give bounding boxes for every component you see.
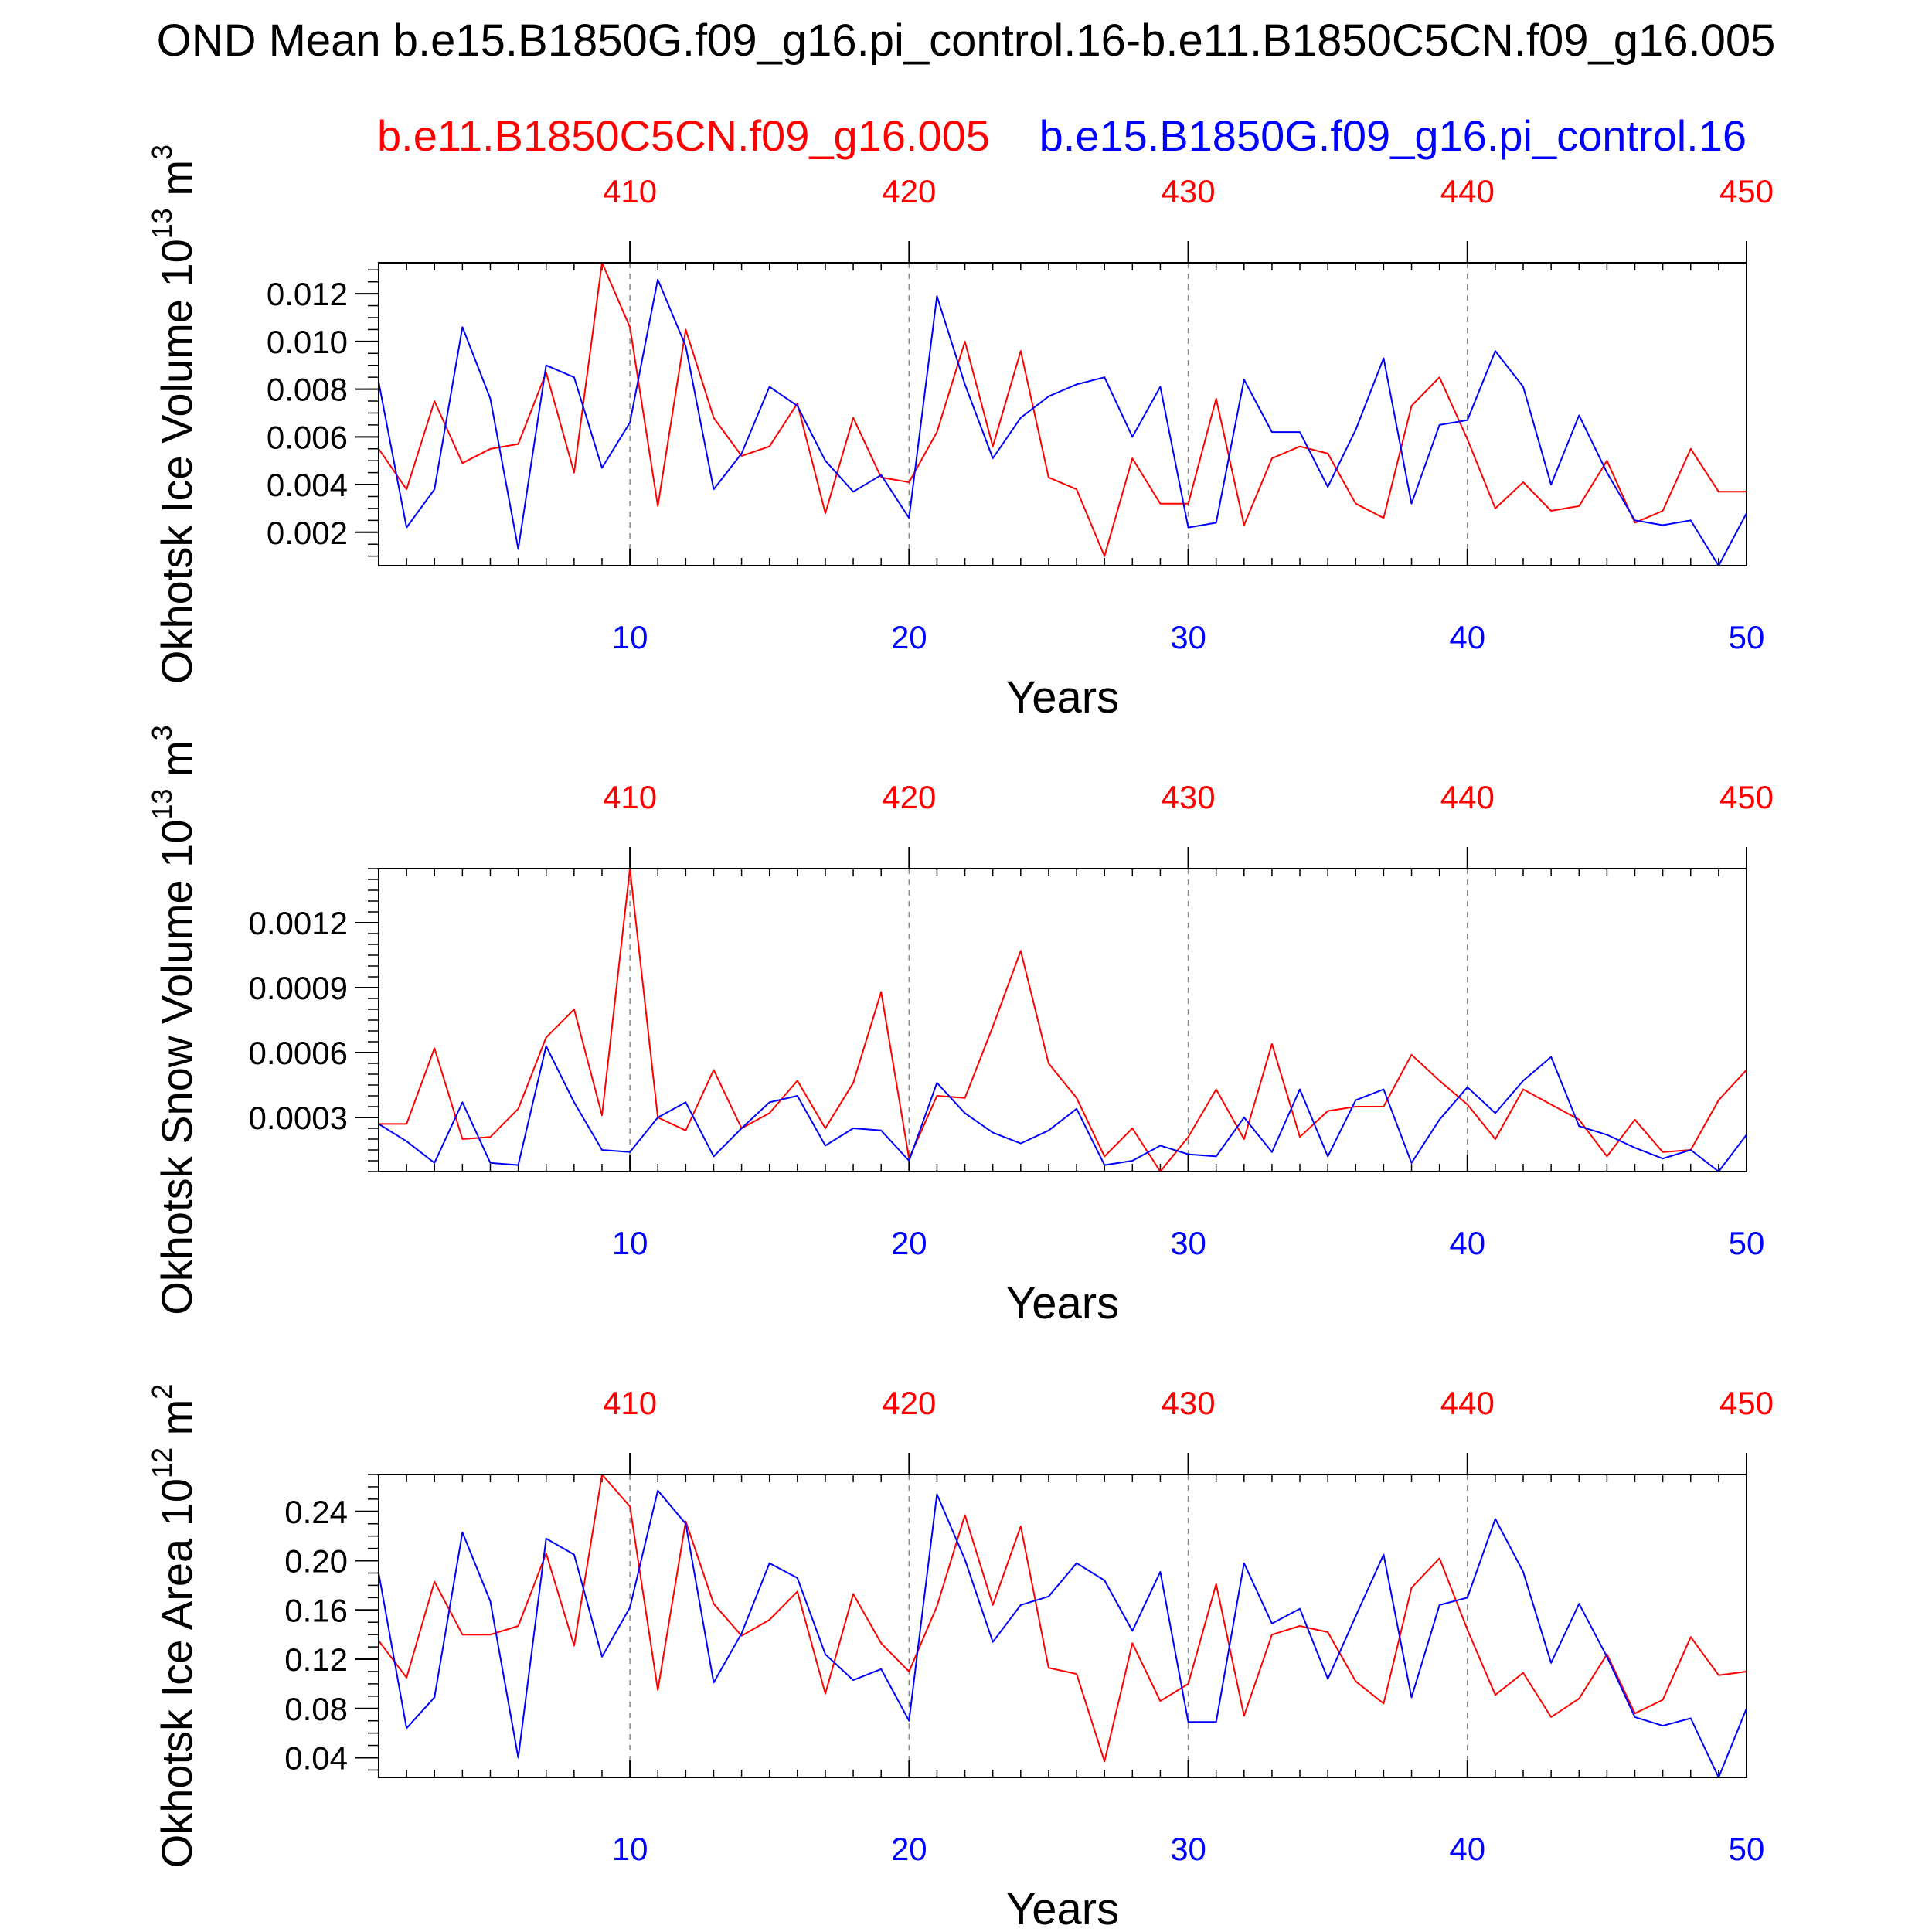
x-axis-label: Years	[1006, 1884, 1119, 1932]
y-tick-label: 0.006	[267, 419, 348, 455]
x-tick-label: 20	[891, 1225, 927, 1261]
series-line-case1	[379, 868, 1747, 1172]
x-top-tick-label: 450	[1719, 1385, 1774, 1421]
series-line-case1	[378, 1474, 1747, 1763]
case1-title: b.e11.B1850C5CN.f09_g16.005	[377, 111, 990, 160]
y-axis-label: Okhotsk Ice Area 1012 m2	[146, 1384, 201, 1869]
x-tick-label: 30	[1170, 1225, 1206, 1261]
main-title: OND Mean b.e15.B1850G.f09_g16.pi_control…	[157, 15, 1776, 66]
x-top-tick-label: 450	[1719, 173, 1774, 209]
y-axis-label-text: Okhotsk Ice Area 10	[152, 1478, 201, 1868]
series-line-case2	[378, 278, 1747, 566]
y-tick-label: 0.08	[284, 1691, 348, 1727]
y-axis-label-unit-exponent: 3	[146, 145, 178, 160]
panel-2: 10 410 20 420 30 430 40 440 50 450 0.0003 0.0006 0.0…	[146, 725, 1774, 1328]
x-tick-label: 20	[891, 619, 927, 655]
y-axis-label-exponent: 13	[146, 788, 178, 819]
x-top-tick-label: 410	[603, 1385, 657, 1421]
x-top-tick-label: 430	[1162, 173, 1216, 209]
y-tick-label: 0.0009	[249, 970, 348, 1006]
series-line-case2	[378, 1489, 1747, 1778]
x-tick-label: 50	[1729, 1225, 1765, 1261]
y-tick-label: 0.012	[267, 276, 348, 312]
x-top-tick-label: 450	[1719, 779, 1774, 815]
y-axis-label-text: Okhotsk Ice Volume 10	[152, 239, 201, 684]
x-axis-label: Years	[1006, 1278, 1119, 1328]
x-top-tick-label: 410	[603, 173, 657, 209]
x-top-tick-label: 410	[603, 779, 657, 815]
x-tick-label: 30	[1170, 1831, 1206, 1867]
x-top-tick-label: 440	[1440, 779, 1495, 815]
y-axis-label-unit: m	[152, 1400, 201, 1447]
x-tick-label: 10	[612, 1831, 648, 1867]
x-tick-label: 50	[1729, 1831, 1765, 1867]
y-axis-label: Okhotsk Snow Volume 1013 m3	[146, 725, 201, 1315]
x-tick-label: 30	[1170, 619, 1206, 655]
x-tick-label: 40	[1449, 619, 1485, 655]
y-axis-label: Okhotsk Ice Volume 1013 m3	[146, 145, 201, 684]
y-tick-label: 0.010	[267, 324, 348, 360]
x-top-tick-label: 420	[882, 1385, 936, 1421]
y-tick-label: 0.002	[267, 515, 348, 551]
y-axis-label-unit-exponent: 3	[146, 725, 178, 740]
panel-1: 10 410 20 420 30 430 40 440 50 450 0.002 0.004 0.006…	[146, 145, 1774, 723]
y-tick-label: 0.04	[284, 1740, 348, 1777]
x-tick-label: 40	[1449, 1225, 1485, 1261]
y-axis-label-exponent: 12	[146, 1447, 178, 1478]
x-top-tick-label: 420	[882, 173, 936, 209]
y-tick-label: 0.16	[284, 1592, 348, 1628]
y-tick-label: 0.008	[267, 372, 348, 408]
x-top-tick-label: 420	[882, 779, 936, 815]
y-tick-label: 0.0012	[249, 905, 348, 941]
y-tick-label: 0.0003	[249, 1100, 348, 1136]
x-tick-label: 20	[891, 1831, 927, 1867]
x-top-tick-label: 440	[1440, 173, 1495, 209]
y-axis-label-unit-exponent: 2	[146, 1384, 178, 1400]
y-tick-label: 0.12	[284, 1641, 348, 1678]
plot-frame	[378, 1474, 1747, 1778]
x-top-tick-label: 440	[1440, 1385, 1495, 1421]
x-tick-label: 10	[612, 1225, 648, 1261]
x-top-tick-label: 430	[1162, 779, 1216, 815]
x-tick-label: 50	[1729, 619, 1765, 655]
panels: 10 410 20 420 30 430 40 440 50 450 0.002 0.004 0.006…	[146, 145, 1774, 1932]
y-tick-label: 0.0006	[249, 1035, 348, 1071]
case2-title: b.e15.B1850G.f09_g16.pi_control.16	[1039, 111, 1747, 160]
plot-frame	[378, 262, 1747, 566]
y-axis-label-exponent: 13	[146, 208, 178, 239]
x-top-tick-label: 430	[1162, 1385, 1216, 1421]
y-tick-label: 0.004	[267, 467, 348, 503]
y-axis-label-unit: m	[152, 160, 201, 208]
x-axis-label: Years	[1006, 672, 1119, 723]
y-axis-label-text: Okhotsk Snow Volume 10	[152, 820, 201, 1315]
panel-3: 10 410 20 420 30 430 40 440 50 450 0.04 0.08 0.12 0.1…	[146, 1384, 1774, 1932]
series-line-case1	[378, 262, 1747, 557]
x-tick-label: 10	[612, 619, 648, 655]
plot-frame	[378, 868, 1747, 1172]
y-tick-label: 0.20	[284, 1543, 348, 1580]
x-tick-label: 40	[1449, 1831, 1485, 1867]
series-line-case2	[378, 1045, 1747, 1172]
y-tick-label: 0.24	[284, 1494, 348, 1530]
y-axis-label-unit: m	[152, 740, 201, 788]
